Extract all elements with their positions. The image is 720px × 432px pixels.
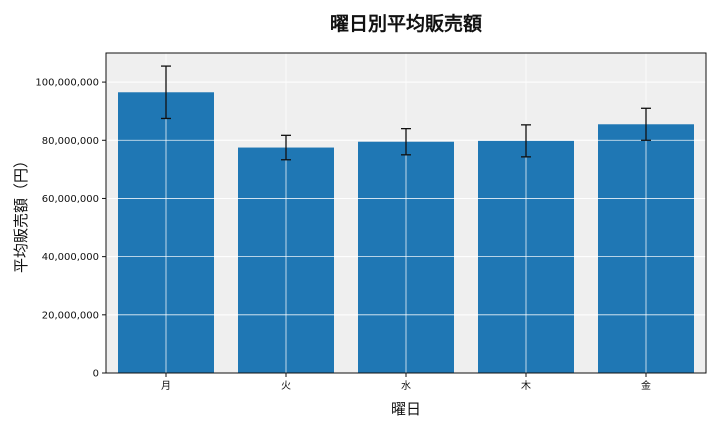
y-tick-label: 40,000,000 [42,252,99,263]
x-tick-label: 木 [521,380,531,392]
x-axis-label: 曜日 [391,400,421,418]
y-tick-label: 60,000,000 [42,194,99,205]
x-tick-label: 水 [401,380,411,392]
y-tick-label: 80,000,000 [42,136,99,147]
axes: 0 20,000,000 40,000,000 60,000,000 80,000,00… [35,52,707,392]
bars [106,53,706,374]
y-tick-label: 0 [93,369,99,380]
x-tick-label: 金 [641,379,651,392]
error-bars [161,65,651,161]
plot-frame [105,52,707,374]
y-tick-label: 100,000,000 [35,78,99,89]
chart-title: 曜日別平均販売額 [330,12,482,35]
y-axis-label: 平均販売額（円） [12,153,30,273]
y-tick-label: 20,000,000 [42,310,99,321]
x-tick-label: 火 [281,380,291,392]
x-tick-label: 月 [161,380,171,392]
